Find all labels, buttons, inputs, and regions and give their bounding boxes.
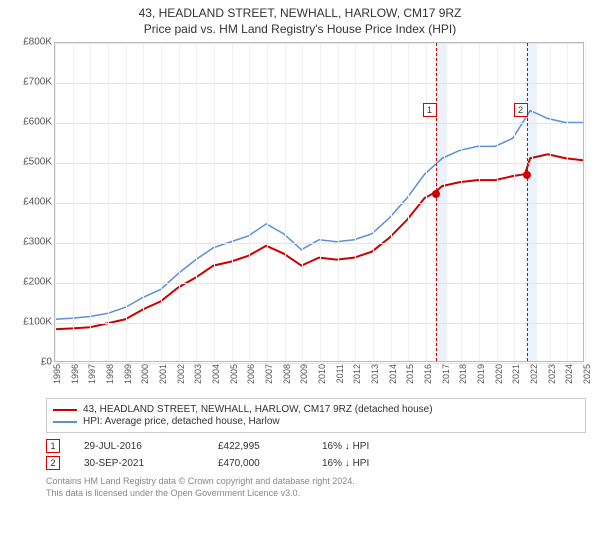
footer-line-1: Contains HM Land Registry data © Crown c…: [46, 476, 586, 488]
chart-title: 43, HEADLAND STREET, NEWHALL, HARLOW, CM…: [0, 6, 600, 20]
x-tick-label: 2022: [529, 364, 539, 384]
marker-price: £422,995: [218, 441, 298, 452]
line-series-svg: [55, 43, 583, 361]
y-tick-label: £400K: [23, 197, 52, 208]
x-tick-label: 2004: [211, 364, 221, 384]
footer-line-2: This data is licensed under the Open Gov…: [46, 488, 586, 500]
x-tick-label: 2017: [441, 364, 451, 384]
x-tick-label: 2018: [458, 364, 468, 384]
y-tick-label: £0: [41, 357, 52, 368]
x-tick-label: 2009: [299, 364, 309, 384]
x-tick-label: 2011: [335, 364, 345, 383]
x-axis: 1995 1996 1997 1998 1999 2000 2001 2002 2003 2004…: [54, 362, 584, 392]
marker-label-box: 2: [514, 103, 528, 117]
y-tick-label: £500K: [23, 157, 52, 168]
x-tick-label: 2001: [158, 364, 168, 384]
marker-table-row: 1 29-JUL-2016 £422,995 16% ↓ HPI: [46, 439, 586, 453]
x-tick-label: 2013: [370, 364, 380, 384]
x-tick-label: 2005: [229, 364, 239, 384]
x-tick-label: 2025: [582, 364, 592, 384]
legend-text: HPI: Average price, detached house, Harl…: [83, 416, 280, 427]
footer-attribution: Contains HM Land Registry data © Crown c…: [46, 476, 586, 499]
marker-dot: [523, 171, 531, 179]
x-tick-label: 2000: [140, 364, 150, 384]
legend-text: 43, HEADLAND STREET, NEWHALL, HARLOW, CM…: [83, 404, 433, 415]
x-tick-label: 1995: [52, 364, 62, 384]
x-tick-label: 1999: [123, 364, 133, 384]
marker-price: £470,000: [218, 458, 298, 469]
marker-diff: 16% ↓ HPI: [322, 458, 412, 469]
chart-container: 43, HEADLAND STREET, NEWHALL, HARLOW, CM…: [0, 0, 600, 560]
x-tick-label: 2015: [405, 364, 415, 384]
x-tick-label: 2006: [246, 364, 256, 384]
marker-date: 29-JUL-2016: [84, 441, 194, 452]
legend-row: 43, HEADLAND STREET, NEWHALL, HARLOW, CM…: [53, 404, 579, 415]
marker-table-row: 2 30-SEP-2021 £470,000 16% ↓ HPI: [46, 456, 586, 470]
plot-area: 12: [54, 42, 584, 362]
x-tick-label: 1998: [105, 364, 115, 384]
marker-table: 1 29-JUL-2016 £422,995 16% ↓ HPI 2 30-SEP-202…: [46, 439, 586, 470]
marker-date: 30-SEP-2021: [84, 458, 194, 469]
y-tick-label: £100K: [23, 317, 52, 328]
y-tick-label: £200K: [23, 277, 52, 288]
y-tick-label: £700K: [23, 77, 52, 88]
x-tick-label: 2014: [388, 364, 398, 384]
x-tick-label: 1997: [87, 364, 97, 384]
legend-swatch: [53, 409, 77, 411]
chart-area: £0£100K£200K£300K£400K£500K£600K£700K£80…: [10, 42, 590, 392]
x-tick-label: 2016: [423, 364, 433, 384]
marker-vline: [436, 43, 437, 361]
x-tick-label: 2002: [176, 364, 186, 384]
x-tick-label: 2023: [547, 364, 557, 384]
marker-label-box: 1: [423, 103, 437, 117]
y-tick-label: £600K: [23, 117, 52, 128]
title-block: 43, HEADLAND STREET, NEWHALL, HARLOW, CM…: [0, 0, 600, 38]
x-tick-label: 2024: [564, 364, 574, 384]
x-tick-label: 2012: [352, 364, 362, 384]
marker-index-box: 2: [46, 456, 60, 470]
x-tick-label: 2019: [476, 364, 486, 384]
series-hpi: [55, 111, 583, 320]
x-tick-label: 2020: [494, 364, 504, 384]
legend-row: HPI: Average price, detached house, Harl…: [53, 416, 579, 427]
marker-dot: [432, 190, 440, 198]
marker-index-box: 1: [46, 439, 60, 453]
x-tick-label: 2008: [282, 364, 292, 384]
y-tick-label: £300K: [23, 237, 52, 248]
marker-vline: [527, 43, 528, 361]
legend-swatch: [53, 421, 77, 423]
x-tick-label: 2021: [511, 364, 521, 384]
x-tick-label: 1996: [70, 364, 80, 384]
marker-diff: 16% ↓ HPI: [322, 441, 412, 452]
chart-subtitle: Price paid vs. HM Land Registry's House …: [0, 22, 600, 36]
y-tick-label: £800K: [23, 37, 52, 48]
legend-box: 43, HEADLAND STREET, NEWHALL, HARLOW, CM…: [46, 398, 586, 433]
x-tick-label: 2007: [264, 364, 274, 384]
x-tick-label: 2003: [193, 364, 203, 384]
y-axis: £0£100K£200K£300K£400K£500K£600K£700K£80…: [10, 42, 54, 362]
x-tick-label: 2010: [317, 364, 327, 384]
